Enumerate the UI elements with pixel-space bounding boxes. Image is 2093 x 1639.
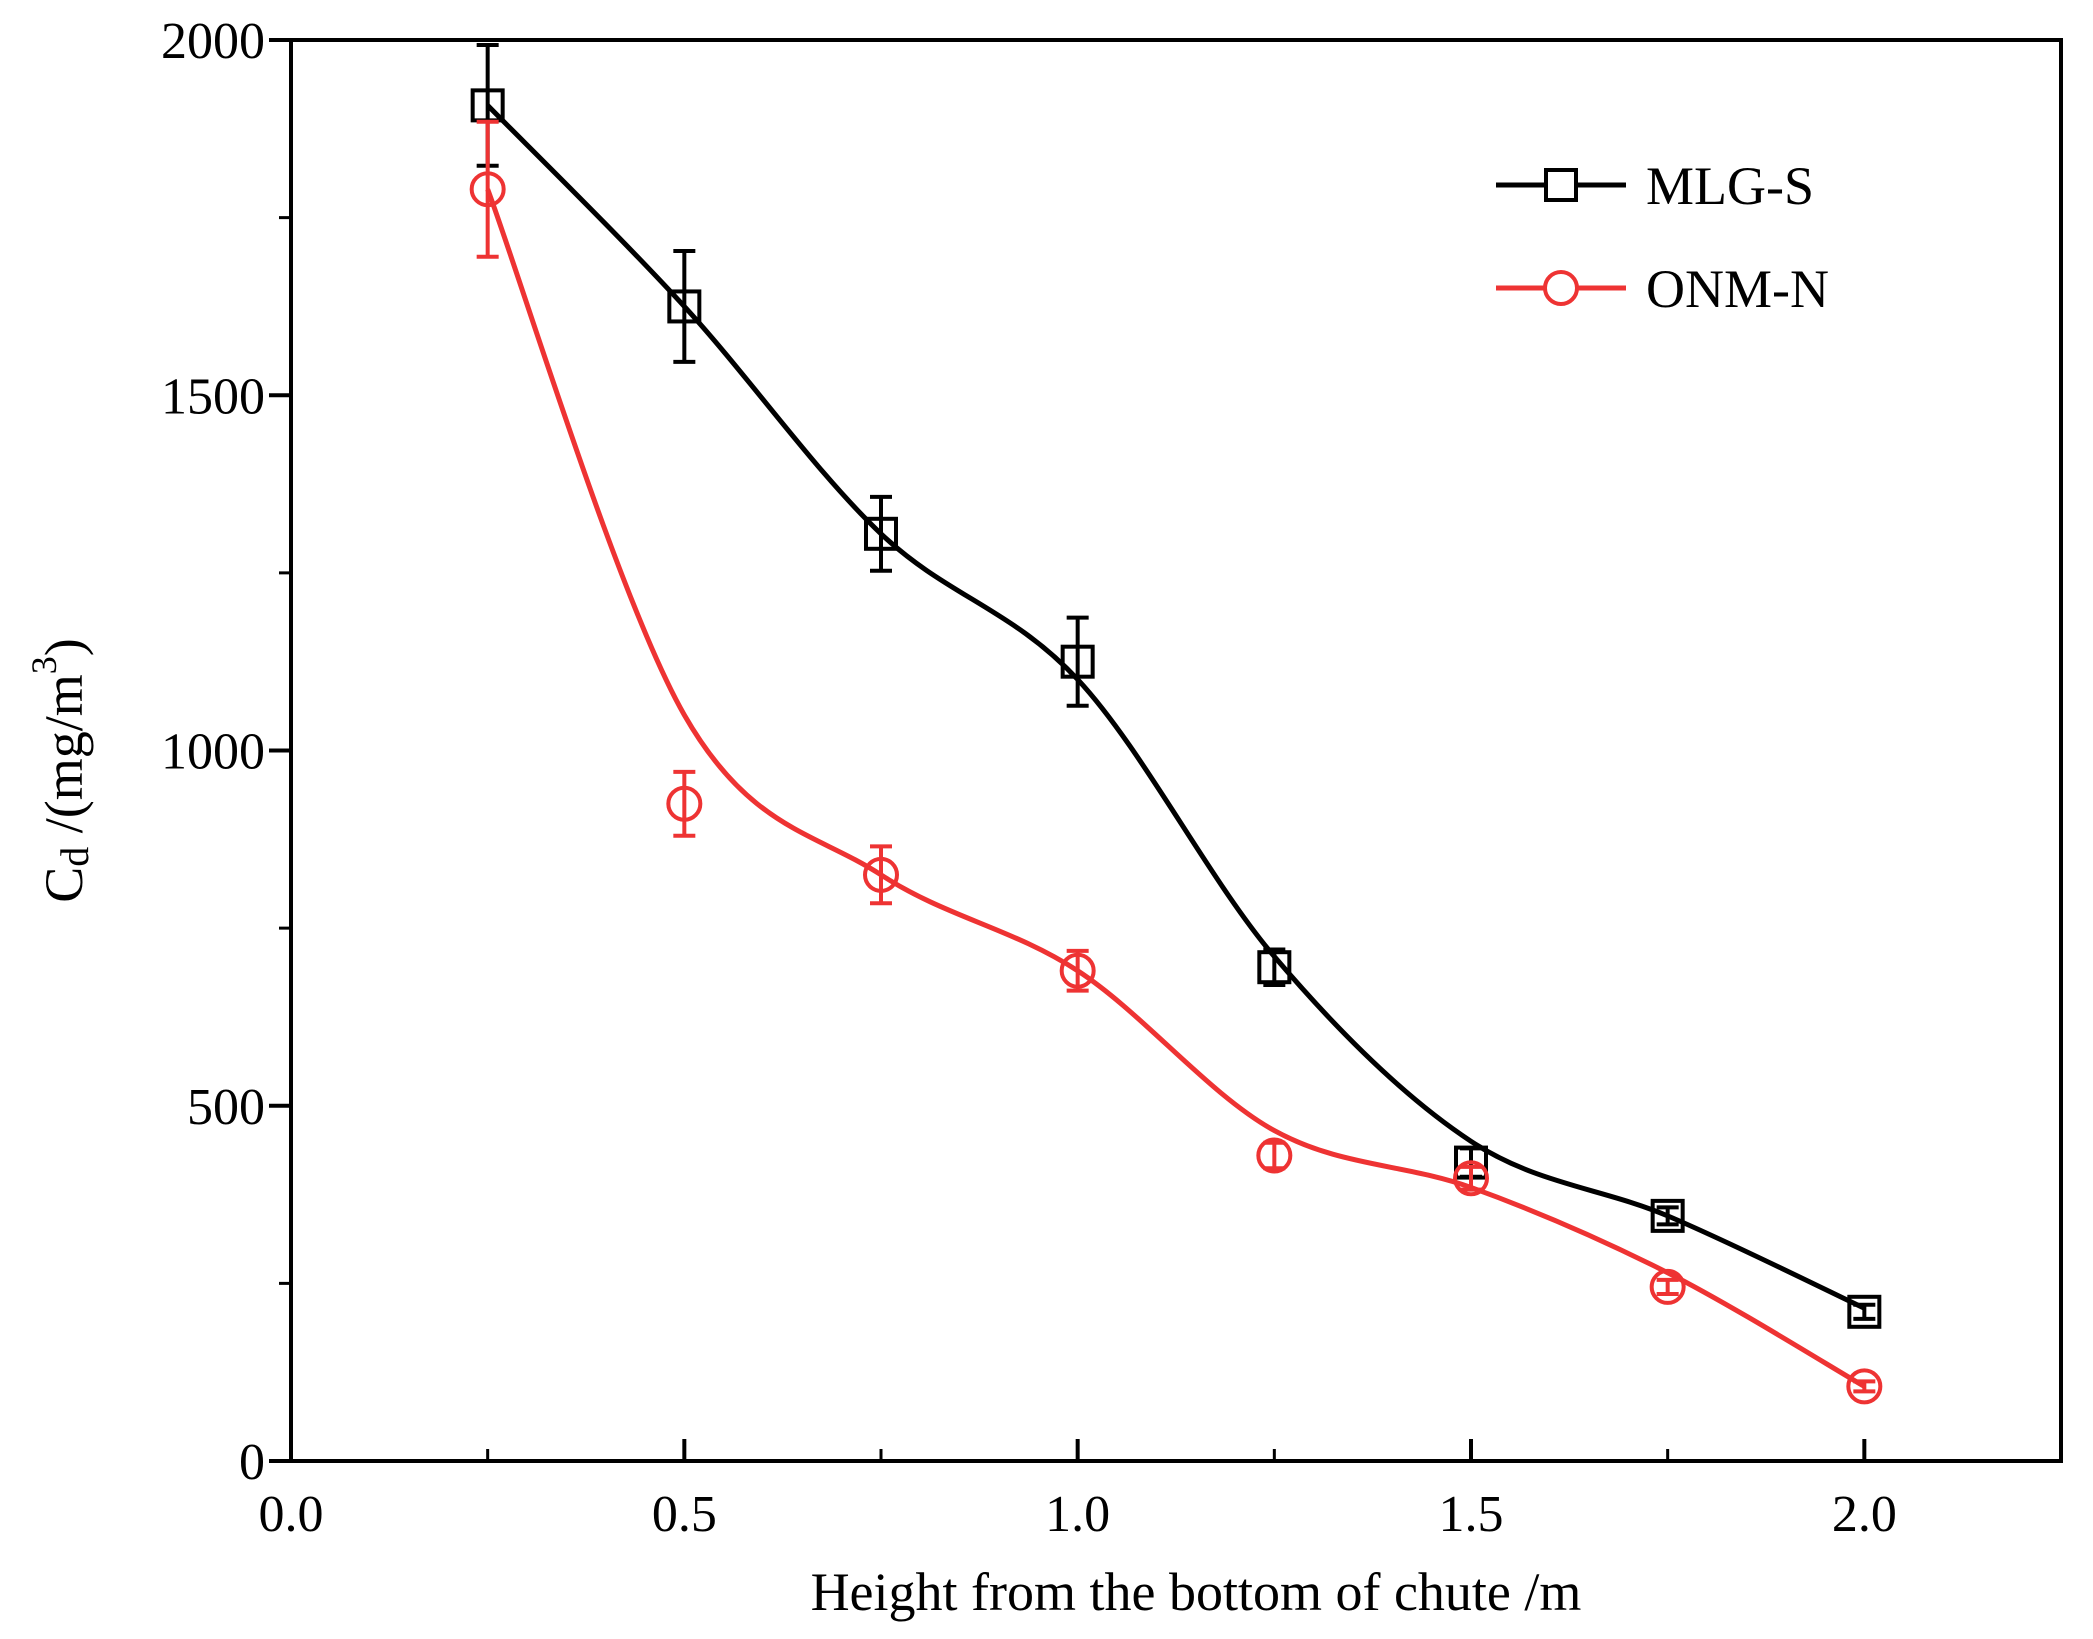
x-tick-label: 2.0 xyxy=(1832,1486,1897,1543)
y-tick-label: 1000 xyxy=(161,724,265,781)
y-tick-label: 0 xyxy=(239,1434,265,1491)
legend-label-ONM-N: ONM-N xyxy=(1646,259,1829,319)
y-axis-title: Cd /(mg/m3) xyxy=(24,638,97,903)
data-point-square xyxy=(1847,1294,1882,1329)
y-tick-label: 500 xyxy=(187,1079,265,1136)
legend-marker-circle xyxy=(1543,270,1579,306)
data-point-circle xyxy=(666,785,703,822)
x-axis-title: Height from the bottom of chute /m xyxy=(811,1562,1582,1622)
legend: MLG-S ONM-N xyxy=(1496,156,1829,319)
plot-frame xyxy=(289,38,2063,1463)
series-line-MLG-S xyxy=(485,103,1866,1311)
y-tick-label: 1500 xyxy=(161,368,265,425)
data-point-circle xyxy=(1846,1368,1883,1405)
series-curves xyxy=(485,103,1866,1389)
x-tick-label: 1.0 xyxy=(1045,1486,1110,1543)
y-axis-title-subscript: d xyxy=(52,847,97,867)
x-tick-label: 0.5 xyxy=(652,1486,717,1543)
data-point-circle xyxy=(1453,1160,1489,1197)
data-point-square xyxy=(1060,644,1095,679)
data-point-circle xyxy=(1649,1268,1686,1305)
x-tick-label: 1.5 xyxy=(1439,1486,1504,1543)
data-point-square xyxy=(1257,950,1292,985)
series-line-ONM-N xyxy=(485,188,1866,1389)
y-axis-title-unit-suffix: ) xyxy=(34,638,94,656)
y-axis-title-superscript: 3 xyxy=(24,656,64,674)
data-point-square xyxy=(864,516,898,551)
data-point-circle xyxy=(469,171,506,208)
legend-marker-square xyxy=(1544,168,1578,202)
data-point-circle xyxy=(863,856,899,893)
tick-labels: 0.0 0.5 1.0 1.5 2.0 0 500 1000 1500 2000 xyxy=(161,13,1897,1543)
data-point-circle xyxy=(1059,952,1096,989)
x-tick-label: 0.0 xyxy=(259,1486,324,1543)
y-axis-title-base: C xyxy=(34,867,94,903)
y-axis-title-unit-prefix: /(mg/m xyxy=(34,674,94,847)
data-point-circle xyxy=(1256,1137,1293,1174)
y-tick-label: 2000 xyxy=(161,13,265,70)
data-point-square xyxy=(1650,1198,1685,1233)
legend-label-MLG-S: MLG-S xyxy=(1646,156,1814,216)
series-markers xyxy=(469,42,1883,1405)
data-point-square xyxy=(667,289,702,324)
